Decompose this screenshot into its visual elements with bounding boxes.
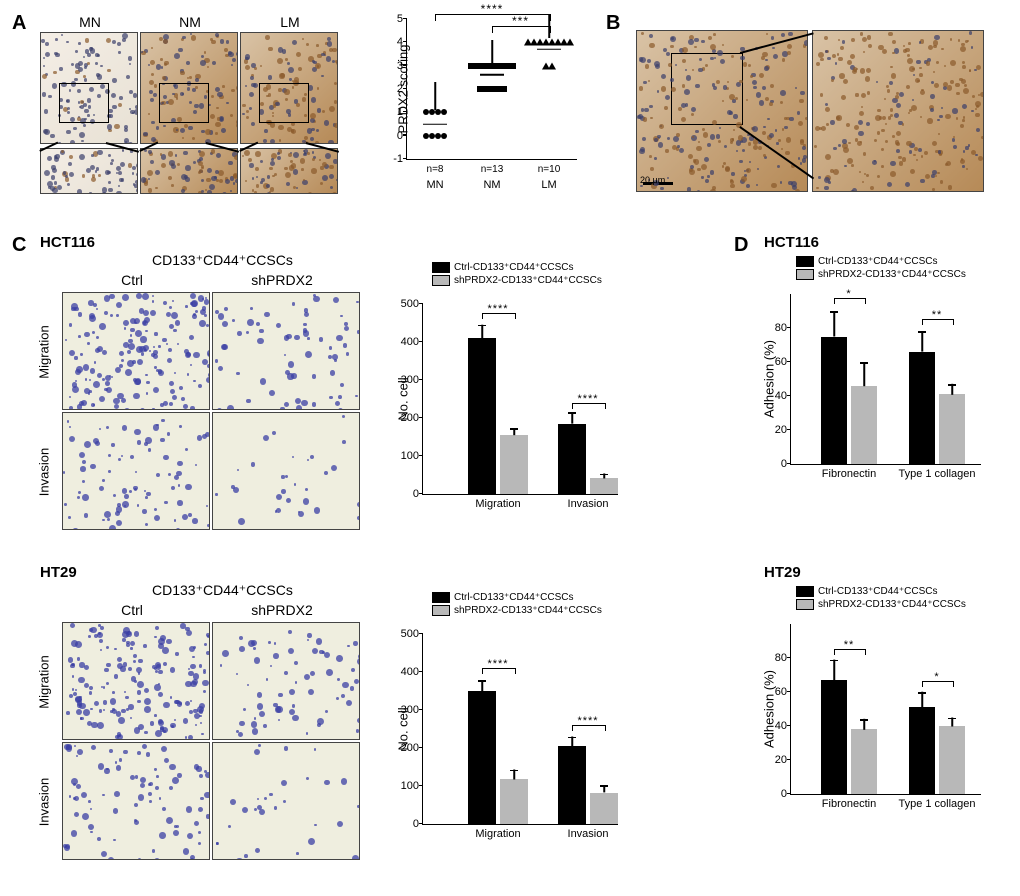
panel-a-tile-main xyxy=(240,32,338,144)
panel-c-col: shPRDX2 xyxy=(251,272,312,288)
panel-d-barchart: Ctrl-CD133⁺CD44⁺CCSCs shPRDX2-CD133⁺CD44… xyxy=(736,250,1008,500)
bar xyxy=(851,729,877,794)
bar xyxy=(500,779,528,824)
panel-c-row-label: Invasion xyxy=(37,778,52,826)
bar xyxy=(851,386,877,464)
panel-a-tile-main xyxy=(40,32,138,144)
panel-c-micrograph xyxy=(212,412,360,530)
bar xyxy=(468,338,496,494)
panel-d-legend: Ctrl-CD133⁺CD44⁺CCSCs shPRDX2-CD133⁺CD44… xyxy=(796,256,966,282)
panel-c-col: Ctrl xyxy=(121,272,143,288)
panel-c-micrograph xyxy=(212,742,360,860)
bar xyxy=(500,435,528,494)
scatter-plotarea: PRDX2 scoring -1 0 1 2 3 4 5 n=8 MN n=13… xyxy=(406,19,577,160)
bar xyxy=(590,793,618,824)
panel-c-row-label: Migration xyxy=(37,655,52,708)
panel-a-tile-zoom xyxy=(40,148,138,194)
scale-label: 20 μm xyxy=(640,175,665,185)
panel-c-col: shPRDX2 xyxy=(251,602,312,618)
panel-b-main xyxy=(636,30,808,192)
panel-c-barchart: Ctrl-CD133⁺CD44⁺CCSCs shPRDX2-CD133⁺CD44… xyxy=(374,592,634,852)
panel-a-col-nm: NM xyxy=(179,14,201,30)
panel-c-row-label: Migration xyxy=(37,325,52,378)
panel-label-b: B xyxy=(606,12,620,35)
bar xyxy=(558,746,586,824)
cell-line-title: HT29 xyxy=(40,564,77,581)
panel-c-micrograph xyxy=(62,622,210,740)
bar xyxy=(939,394,965,464)
barchart-legend: Ctrl-CD133⁺CD44⁺CCSCs shPRDX2-CD133⁺CD44… xyxy=(432,262,602,288)
bar xyxy=(821,337,847,465)
panel-a-tile-zoom xyxy=(240,148,338,194)
panel-c-micrograph xyxy=(212,622,360,740)
panel-b-zoom xyxy=(812,30,984,192)
panel-label-c: C xyxy=(12,234,26,257)
ccsc-label: CD133⁺CD44⁺CCSCs xyxy=(152,582,293,599)
panel-a-col-mn: MN xyxy=(79,14,101,30)
panel-c-micrograph xyxy=(62,412,210,530)
panel-a-scatter: PRDX2 scoring -1 0 1 2 3 4 5 n=8 MN n=13… xyxy=(372,12,582,182)
panel-a-tile-zoom xyxy=(140,148,238,194)
panel-a-tile-main xyxy=(140,32,238,144)
barchart-legend: Ctrl-CD133⁺CD44⁺CCSCs shPRDX2-CD133⁺CD44… xyxy=(432,592,602,618)
bar xyxy=(909,352,935,464)
bar xyxy=(939,726,965,794)
panel-label-a: A xyxy=(12,12,26,35)
bar xyxy=(590,478,618,494)
panel-c-row-label: Invasion xyxy=(37,448,52,496)
bar xyxy=(558,424,586,494)
cell-line-title: HCT116 xyxy=(40,234,95,251)
panel-c-micrograph xyxy=(212,292,360,410)
bar xyxy=(821,680,847,794)
panel-c-barchart: Ctrl-CD133⁺CD44⁺CCSCs shPRDX2-CD133⁺CD44… xyxy=(374,262,634,522)
panel-d-legend: Ctrl-CD133⁺CD44⁺CCSCs shPRDX2-CD133⁺CD44… xyxy=(796,586,966,612)
panel-d-barchart: Ctrl-CD133⁺CD44⁺CCSCs shPRDX2-CD133⁺CD44… xyxy=(736,580,1008,830)
ccsc-label: CD133⁺CD44⁺CCSCs xyxy=(152,252,293,269)
bar xyxy=(909,707,935,794)
panel-a-col-lm: LM xyxy=(280,14,299,30)
panel-c-col: Ctrl xyxy=(121,602,143,618)
panel-c-micrograph xyxy=(62,292,210,410)
figure-root: A MN NM LM PRDX2 scoring -1 0 1 2 3 4 5 … xyxy=(12,12,1008,884)
panel-c-micrograph xyxy=(62,742,210,860)
bar xyxy=(468,691,496,824)
panel-d-title: HCT116 xyxy=(764,234,819,251)
panel-d-title: HT29 xyxy=(764,564,801,581)
